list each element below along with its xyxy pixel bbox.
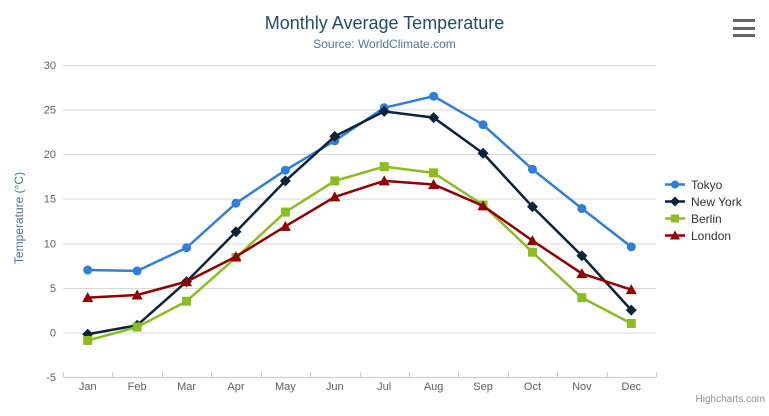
hamburger-icon [733,34,755,37]
data-point-tokyo[interactable] [577,204,587,214]
x-axis-label: Apr [227,381,244,393]
y-axis-label: -5 [46,372,56,384]
data-point-london[interactable] [329,191,341,202]
data-point-berlin[interactable] [626,319,636,329]
data-point-london[interactable] [428,178,440,189]
data-point-new-york[interactable] [230,226,242,238]
data-point-london[interactable] [378,175,390,186]
data-point-berlin[interactable] [182,296,192,306]
data-point-london[interactable] [181,276,193,287]
y-axis-label: 30 [44,60,56,72]
series-london [82,175,637,303]
legend-label: Berlin [691,211,722,226]
data-point-berlin[interactable] [280,207,290,217]
data-point-berlin[interactable] [379,162,389,172]
x-axis-label: Oct [524,381,541,393]
data-point-berlin[interactable] [132,322,142,332]
credits-link[interactable]: Highcharts.com [695,394,765,405]
data-point-berlin[interactable] [83,335,93,345]
data-point-tokyo[interactable] [83,265,93,275]
x-axis-label: Jul [377,381,391,393]
y-axis-label: 15 [44,194,56,206]
data-point-tokyo[interactable] [626,242,636,252]
data-point-tokyo[interactable] [527,164,537,174]
data-point-new-york[interactable] [477,147,489,159]
data-point-london[interactable] [625,284,637,295]
data-point-london[interactable] [279,220,291,231]
data-point-berlin[interactable] [330,176,340,186]
data-point-new-york[interactable] [378,105,390,117]
circle-marker-icon [665,180,685,189]
x-axis-label: Aug [424,381,444,393]
x-axis-label: Jan [79,381,97,393]
legend-item-tokyo[interactable]: Tokyo [664,176,742,193]
x-axis-label: Sep [473,381,493,393]
data-point-berlin[interactable] [429,168,439,178]
series-line-london[interactable] [86,179,633,299]
y-axis-label: 10 [44,238,56,250]
series-line-berlin[interactable] [86,165,633,342]
chart-title: Monthly Average Temperature [264,13,505,33]
triangle-marker-icon [670,230,680,240]
legend-item-berlin[interactable]: Berlin [664,210,742,227]
data-point-tokyo[interactable] [132,266,142,276]
legend-label: London [691,228,732,243]
y-axis-label: 5 [50,283,56,295]
data-point-new-york[interactable] [428,112,440,124]
circle-marker-icon [671,180,679,189]
legend-label: Tokyo [691,177,723,192]
series-new-york [82,105,637,340]
x-axis-label: Mar [177,381,196,393]
data-point-tokyo[interactable] [478,120,488,130]
series-line-new-york[interactable] [86,110,633,336]
x-axis-label: Jun [326,381,344,393]
data-point-london[interactable] [576,268,588,279]
data-point-berlin[interactable] [527,247,537,257]
y-axis-label: 25 [44,105,56,117]
data-point-london[interactable] [477,200,489,211]
y-axis-label: 0 [50,327,56,339]
legend-item-new-york[interactable]: New York [664,193,742,210]
chart-subtitle: Source: WorldClimate.com [313,37,456,51]
data-point-london[interactable] [131,289,143,300]
series-berlin [83,162,636,345]
hamburger-icon [733,19,755,22]
data-point-new-york[interactable] [576,250,588,262]
legend: Tokyo New York Berlin London [664,176,742,244]
data-point-new-york[interactable] [279,175,291,187]
data-point-london[interactable] [82,292,94,303]
data-point-new-york[interactable] [526,201,538,213]
x-axis-label: Feb [128,381,147,393]
diamond-marker-icon [670,196,680,207]
triangle-marker-icon [665,230,685,240]
data-point-berlin[interactable] [577,293,587,303]
data-point-new-york[interactable] [625,304,637,316]
data-point-tokyo[interactable] [280,165,290,175]
hamburger-icon [733,26,755,30]
x-axis-label: Nov [572,381,592,393]
data-point-london[interactable] [230,251,242,262]
legend-label: New York [691,194,742,209]
x-axis-label: May [275,381,296,393]
legend-item-london[interactable]: London [664,227,742,244]
series-tokyo [83,91,636,276]
y-axis-label: 20 [44,149,56,161]
data-point-tokyo[interactable] [231,198,241,208]
data-point-tokyo[interactable] [182,243,192,253]
series-line-tokyo[interactable] [86,94,633,273]
square-marker-icon [665,214,685,223]
data-point-tokyo[interactable] [429,91,439,101]
square-marker-icon [671,214,679,223]
data-point-london[interactable] [526,235,538,246]
x-axis-label: Dec [622,381,642,393]
diamond-marker-icon [665,196,685,207]
chart-context-menu-button[interactable] [733,17,757,39]
data-point-new-york[interactable] [329,130,341,142]
